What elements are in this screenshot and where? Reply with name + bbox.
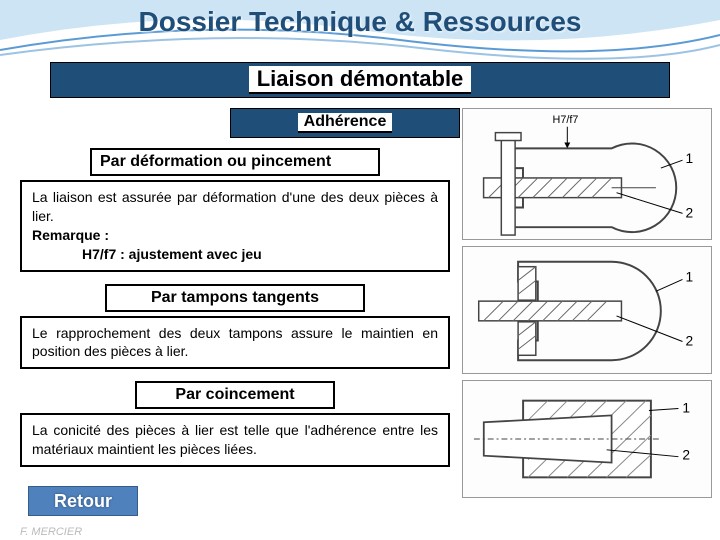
badge-bar: Adhérence — [230, 108, 460, 138]
figure-1: H7/f7 1 2 — [462, 108, 712, 240]
section-1-indent: H7/f7 : ajustement avec jeu — [32, 245, 438, 264]
section-1-line-1: La liaison est assurée par déformation d… — [32, 189, 438, 224]
fig3-mark-2: 2 — [682, 448, 690, 463]
section-1-remark: Remarque : — [32, 227, 109, 243]
figure-2: 1 2 — [462, 246, 712, 374]
fig3-mark-1: 1 — [682, 400, 690, 415]
content-column: Par déformation ou pincement La liaison … — [20, 148, 450, 479]
page-title: Dossier Technique & Ressources — [0, 6, 720, 38]
fig1-mark-1: 1 — [685, 151, 693, 166]
section-2-text: Le rapprochement des deux tampons assure… — [32, 325, 438, 360]
badge-text: Adhérence — [298, 113, 393, 133]
section-2-heading: Par tampons tangents — [105, 284, 365, 312]
fig1-mark-2: 2 — [685, 205, 693, 220]
fig2-mark-2: 2 — [685, 333, 693, 348]
figures-column: H7/f7 1 2 — [462, 108, 712, 504]
section-3-body: La conicité des pièces à lier est telle … — [20, 413, 450, 467]
subtitle-bar: Liaison démontable — [50, 62, 670, 98]
section-1-heading: Par déformation ou pincement — [90, 148, 380, 176]
section-3-text: La conicité des pièces à lier est telle … — [32, 422, 438, 457]
retour-label: Retour — [54, 491, 112, 512]
section-3-heading: Par coincement — [135, 381, 335, 409]
subtitle-text: Liaison démontable — [249, 66, 472, 94]
footer-author: F. MERCIER — [20, 526, 82, 538]
fig1-label: H7/f7 — [553, 114, 579, 126]
fig2-mark-1: 1 — [685, 269, 693, 284]
section-1-body: La liaison est assurée par déformation d… — [20, 180, 450, 272]
section-2-body: Le rapprochement des deux tampons assure… — [20, 316, 450, 370]
figure-3: 1 2 — [462, 380, 712, 498]
retour-button[interactable]: Retour — [28, 486, 138, 516]
